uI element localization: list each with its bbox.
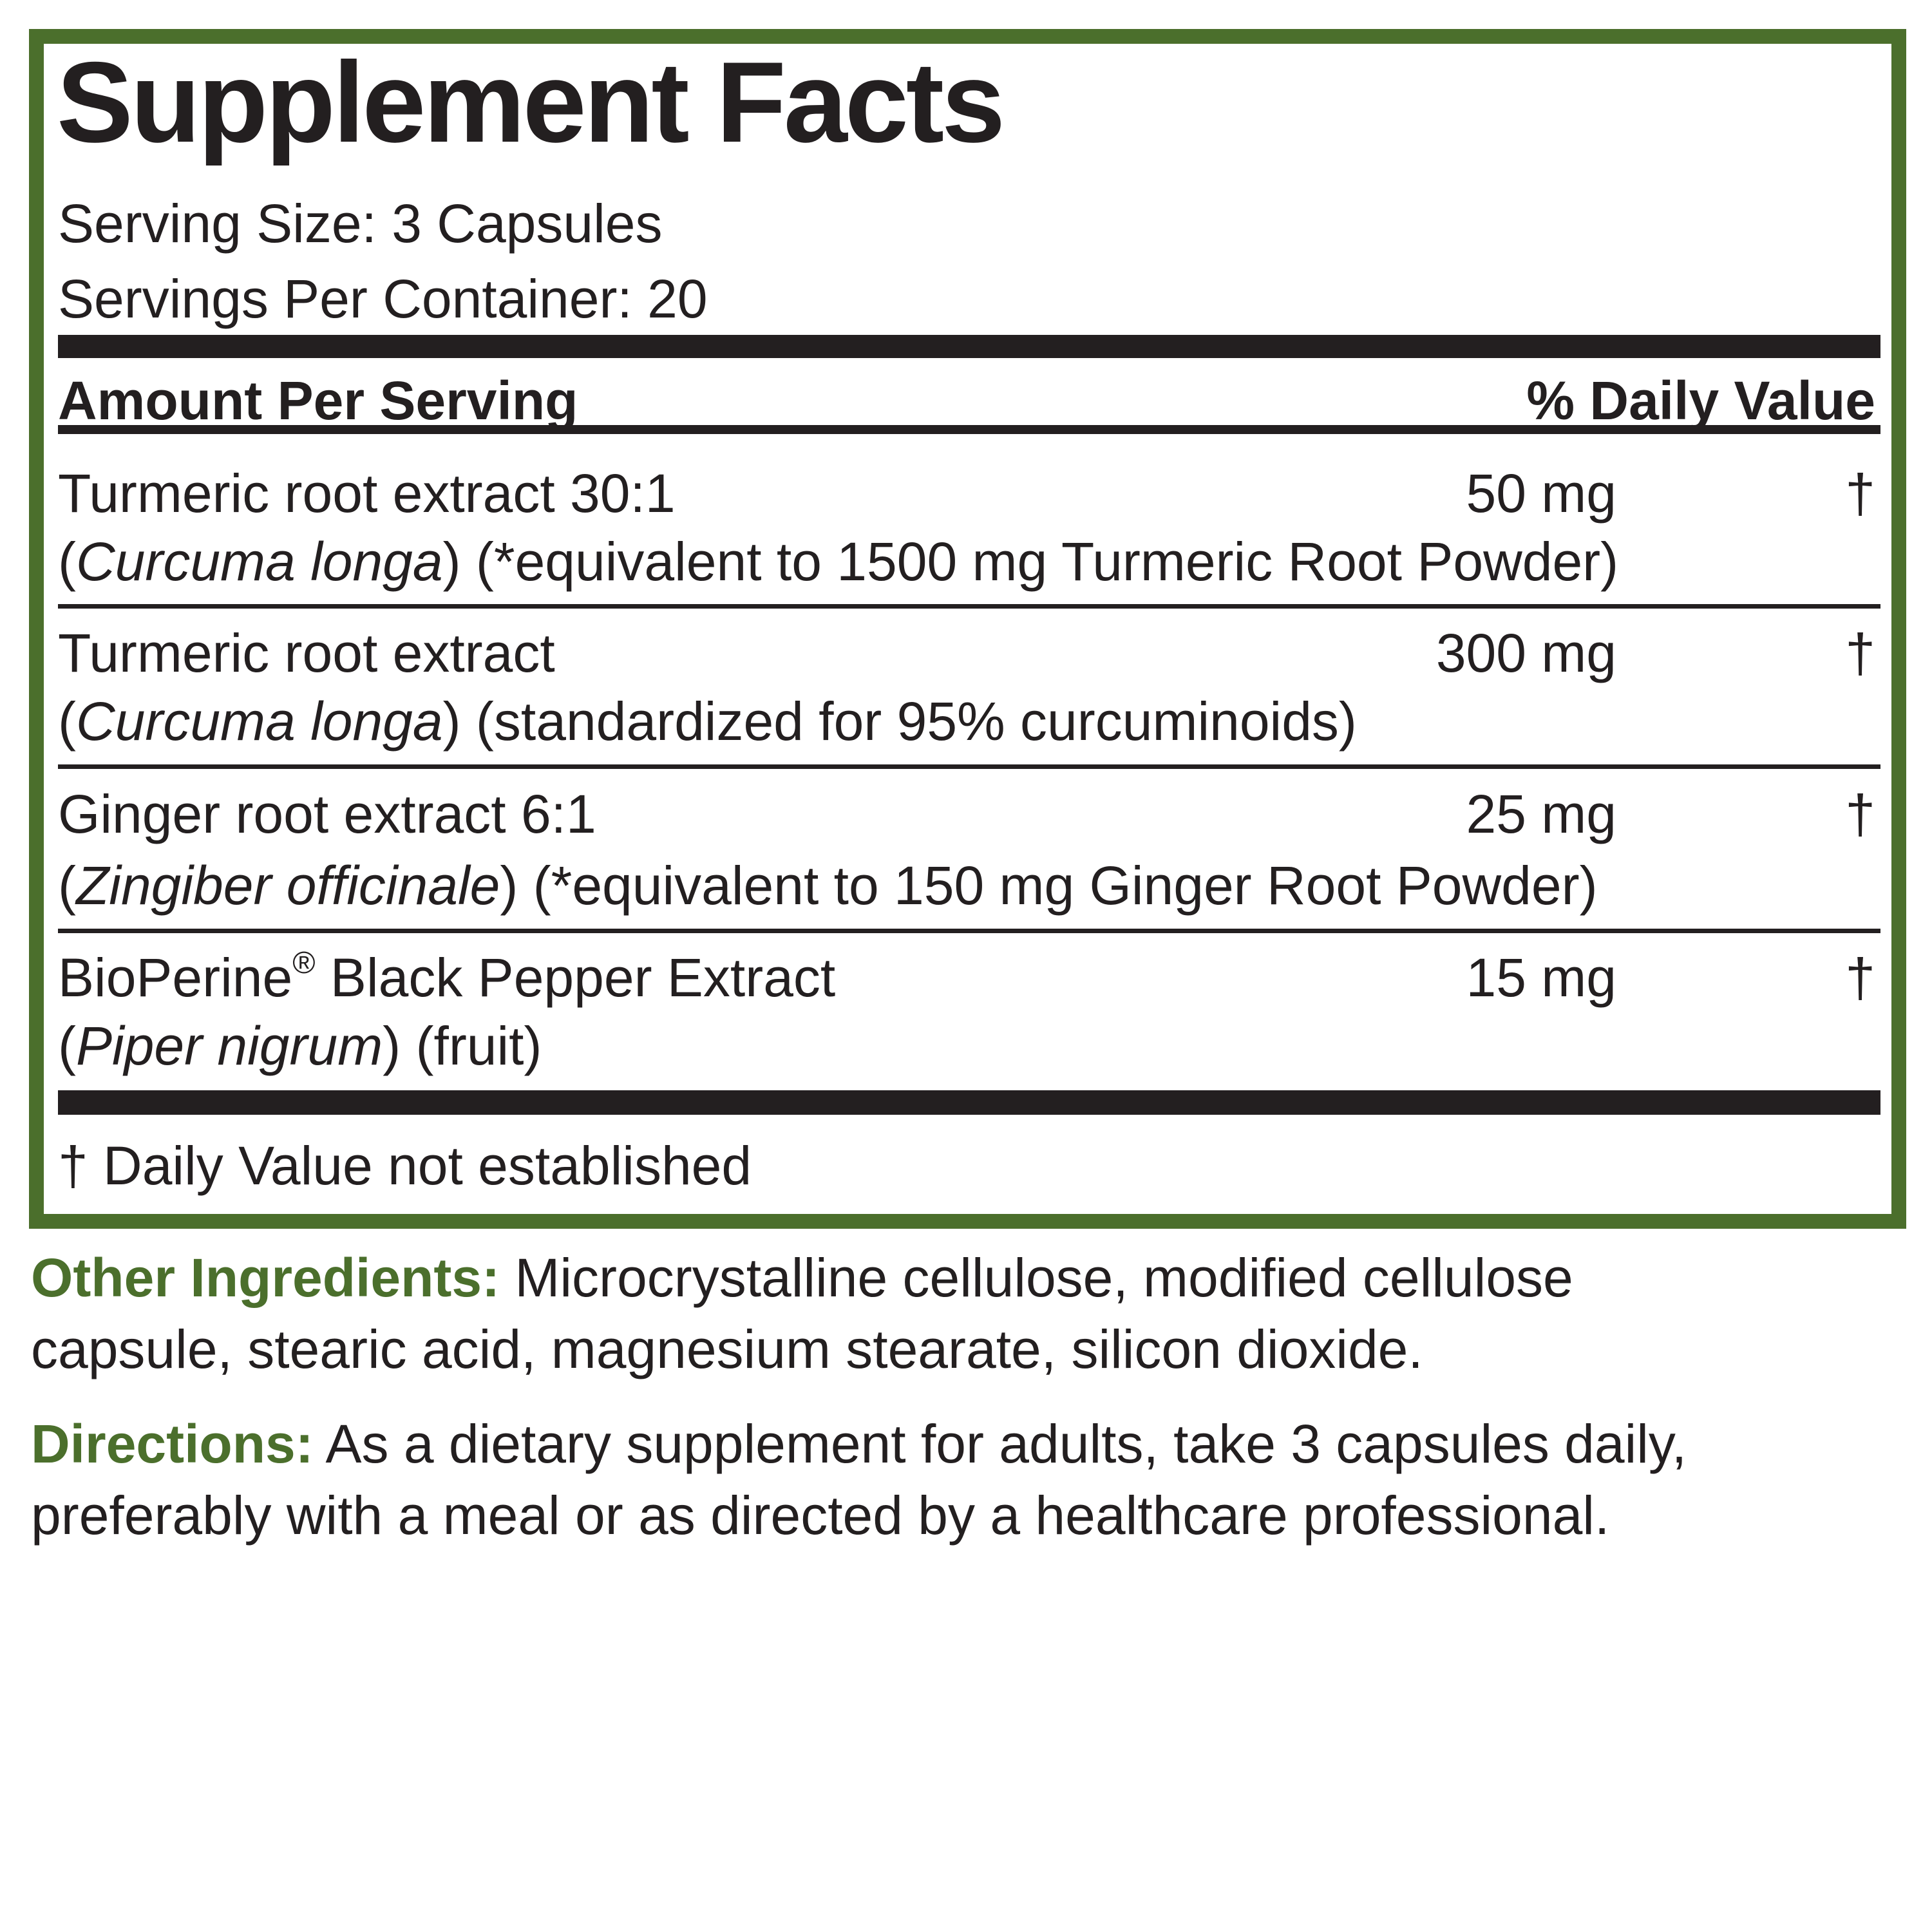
thick-divider xyxy=(58,335,1880,358)
latin-name: Curcuma longa xyxy=(75,531,443,592)
other-ingredients: Other Ingredients: Microcrystalline cell… xyxy=(31,1251,1573,1305)
ingredient-note: (*equivalent to 1500 mg Turmeric Root Po… xyxy=(460,531,1619,592)
other-ingredients-label: Other Ingredients: xyxy=(31,1247,500,1308)
footnote: † Daily Value not established xyxy=(58,1135,752,1196)
ingredient-detail: (Curcuma longa) (*equivalent to 1500 mg … xyxy=(58,531,1619,592)
ingredient-note: (fruit) xyxy=(401,1016,542,1076)
serving-size: Serving Size: 3 Capsules xyxy=(58,193,663,254)
daily-value-dagger: † xyxy=(1845,784,1875,844)
ingredient-name-rest: Black Pepper Extract xyxy=(315,947,836,1008)
medium-divider xyxy=(58,425,1880,434)
ingredient-note: (standardized for 95% curcuminoids) xyxy=(460,691,1357,752)
ingredient-amount: 50 mg xyxy=(1466,463,1616,524)
thin-divider xyxy=(58,929,1880,933)
ingredient-name: Turmeric root extract 30:1 xyxy=(58,463,676,524)
directions-label: Directions: xyxy=(31,1414,314,1474)
header-amount-per-serving: Amount Per Serving xyxy=(58,370,578,431)
daily-value-dagger: † xyxy=(1845,947,1875,1008)
ingredient-note: (*equivalent to 150 mg Ginger Root Powde… xyxy=(518,855,1598,916)
ingredient-name: Turmeric root extract xyxy=(58,623,555,683)
latin-name: Zingiber officinale xyxy=(75,855,500,916)
other-ingredients-line2: capsule, stearic acid, magnesium stearat… xyxy=(31,1319,1423,1379)
supplement-facts-panel xyxy=(29,29,1906,1229)
registered-mark: ® xyxy=(292,946,316,980)
directions: Directions: As a dietary supplement for … xyxy=(31,1417,1687,1471)
thin-divider xyxy=(58,604,1880,609)
ingredient-amount: 25 mg xyxy=(1466,784,1616,844)
ingredient-detail: (Piper nigrum) (fruit) xyxy=(58,1016,542,1076)
thick-divider xyxy=(58,1090,1880,1115)
directions-line2: preferably with a meal or as directed by… xyxy=(31,1485,1610,1546)
brand-name: BioPerine xyxy=(58,947,293,1008)
ingredient-detail: (Zingiber officinale) (*equivalent to 15… xyxy=(58,855,1598,916)
ingredient-name: Ginger root extract 6:1 xyxy=(58,784,596,844)
ingredient-detail: (Curcuma longa) (standardized for 95% cu… xyxy=(58,691,1357,752)
header-daily-value: % Daily Value xyxy=(1526,370,1875,431)
latin-name: Curcuma longa xyxy=(75,691,443,752)
daily-value-dagger: † xyxy=(1845,463,1875,524)
ingredient-amount: 300 mg xyxy=(1435,623,1616,683)
daily-value-dagger: † xyxy=(1845,623,1875,683)
ingredient-amount: 15 mg xyxy=(1466,947,1616,1008)
ingredient-name: BioPerine® Black Pepper Extract xyxy=(58,948,835,1005)
thin-divider xyxy=(58,764,1880,769)
servings-per-container: Servings Per Container: 20 xyxy=(58,269,708,329)
latin-name: Piper nigrum xyxy=(75,1016,383,1076)
panel-title: Supplement Facts xyxy=(57,38,1005,166)
other-ingredients-text: Microcrystalline cellulose, modified cel… xyxy=(500,1247,1573,1308)
directions-text: As a dietary supplement for adults, take… xyxy=(313,1414,1687,1474)
